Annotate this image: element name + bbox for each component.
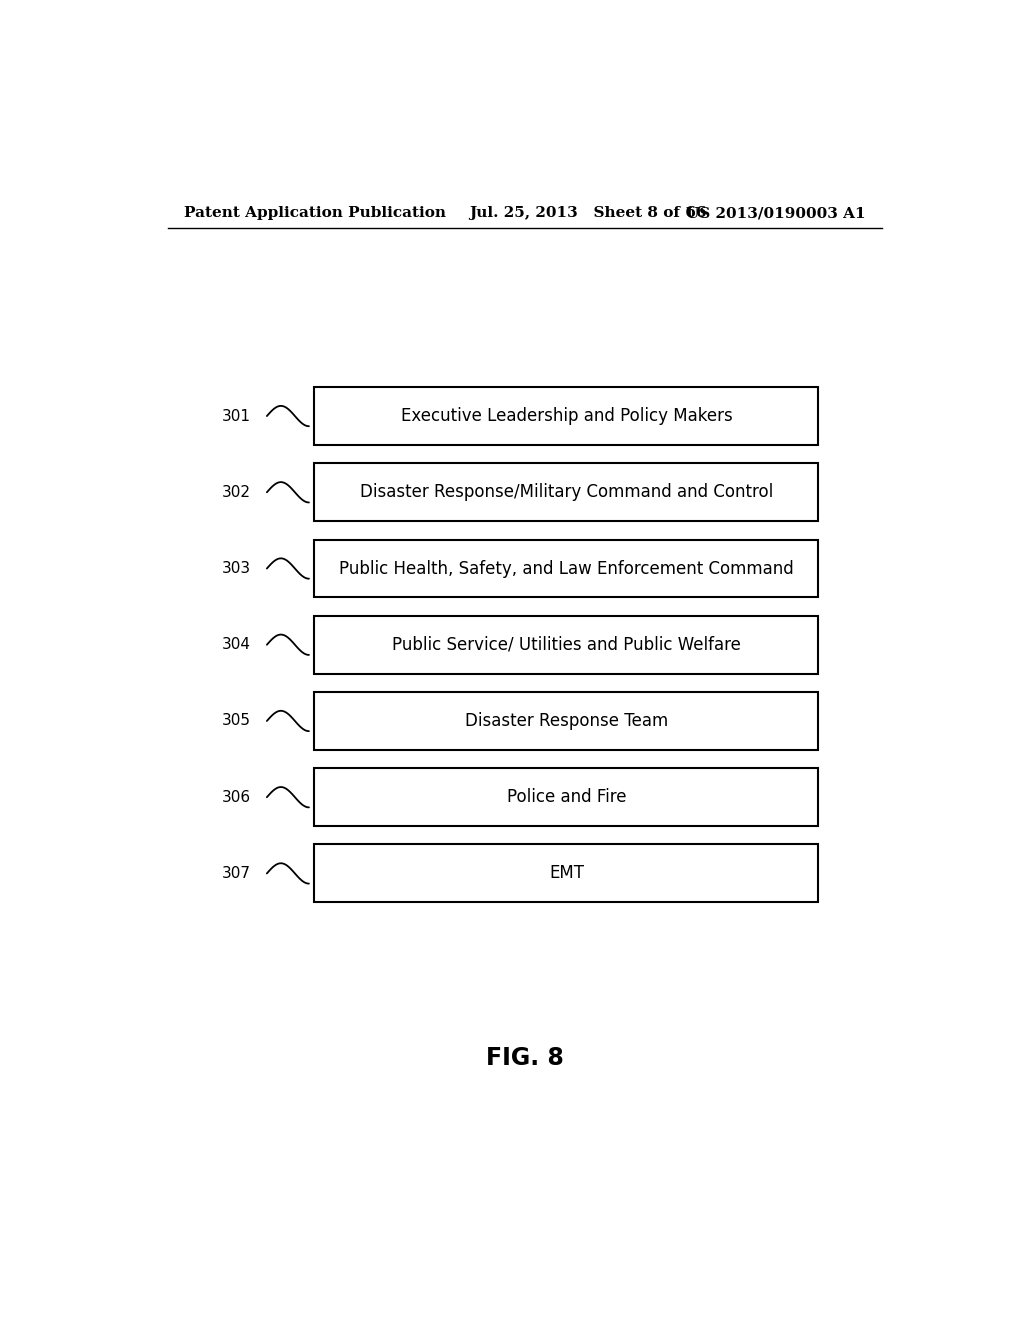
Text: 305: 305 (222, 714, 251, 729)
Text: 304: 304 (222, 638, 251, 652)
FancyBboxPatch shape (314, 692, 818, 750)
Text: 302: 302 (222, 484, 251, 500)
FancyBboxPatch shape (314, 387, 818, 445)
Text: Police and Fire: Police and Fire (507, 788, 627, 807)
Text: Patent Application Publication: Patent Application Publication (183, 206, 445, 220)
Text: Disaster Response Team: Disaster Response Team (465, 711, 668, 730)
Text: US 2013/0190003 A1: US 2013/0190003 A1 (686, 206, 866, 220)
Text: 306: 306 (222, 789, 251, 805)
FancyBboxPatch shape (314, 845, 818, 903)
Text: 303: 303 (222, 561, 251, 576)
Text: 301: 301 (222, 409, 251, 424)
FancyBboxPatch shape (314, 540, 818, 598)
Text: Public Health, Safety, and Law Enforcement Command: Public Health, Safety, and Law Enforceme… (339, 560, 794, 578)
FancyBboxPatch shape (314, 463, 818, 521)
Text: EMT: EMT (549, 865, 584, 883)
Text: Public Service/ Utilities and Public Welfare: Public Service/ Utilities and Public Wel… (392, 636, 741, 653)
Text: 307: 307 (222, 866, 251, 880)
FancyBboxPatch shape (314, 768, 818, 826)
FancyBboxPatch shape (314, 615, 818, 673)
Text: FIG. 8: FIG. 8 (485, 1045, 564, 1071)
Text: Jul. 25, 2013   Sheet 8 of 66: Jul. 25, 2013 Sheet 8 of 66 (469, 206, 707, 220)
Text: Disaster Response/Military Command and Control: Disaster Response/Military Command and C… (359, 483, 773, 502)
Text: Executive Leadership and Policy Makers: Executive Leadership and Policy Makers (400, 407, 732, 425)
